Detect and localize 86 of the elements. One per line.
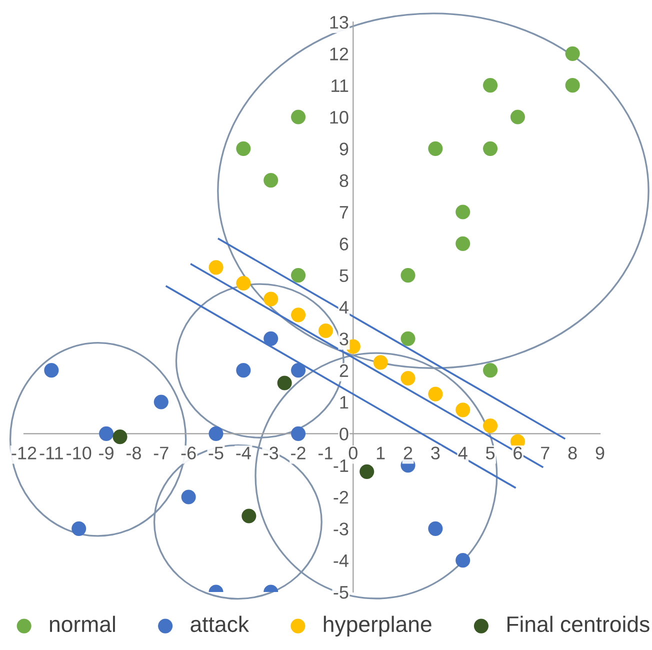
x-tick-label: 8: [568, 446, 577, 460]
point: [277, 376, 292, 390]
point: [428, 141, 443, 156]
y-tick-label: 13: [330, 16, 348, 29]
y-tick-label: -3: [334, 522, 348, 536]
point: [291, 308, 306, 322]
point: [72, 521, 86, 536]
y-tick-label: 10: [330, 110, 348, 124]
y-tick-label: 2: [340, 364, 348, 377]
point: [181, 490, 196, 504]
x-tick-label: 4: [458, 446, 468, 460]
point: [400, 268, 416, 283]
point: [565, 78, 580, 93]
point: [483, 78, 498, 93]
point: [44, 363, 59, 378]
x-tick-label: 6: [514, 446, 522, 460]
point: [318, 323, 333, 338]
point: [400, 370, 416, 386]
y-tick-label: -1: [334, 459, 348, 472]
x-tick-label: -8: [126, 446, 141, 460]
x-tick-label: 3: [431, 446, 440, 460]
point: [483, 141, 498, 156]
y-tick-label: -2: [334, 490, 348, 504]
point: [456, 402, 470, 418]
y-tick-label: 8: [340, 174, 348, 188]
point: [264, 173, 278, 188]
point: [456, 204, 470, 220]
point: [208, 426, 224, 441]
point: [565, 46, 580, 61]
y-tick-label: 7: [340, 206, 348, 219]
x-tick-label: -3: [264, 446, 278, 460]
x-tick-label: -1: [318, 446, 333, 460]
point: [112, 430, 128, 444]
point: [483, 363, 498, 378]
point: [291, 363, 306, 378]
point: [242, 508, 256, 524]
point: [456, 236, 470, 251]
x-tick-label: -9: [99, 446, 114, 460]
x-tick-label: 5: [486, 446, 495, 460]
point: [99, 426, 114, 441]
point: [264, 292, 278, 306]
y-tick-label: 5: [340, 269, 348, 282]
point: [291, 426, 306, 441]
x-tick-label: -4: [236, 446, 251, 460]
point: [236, 363, 251, 378]
x-tick-label: 1: [376, 446, 385, 460]
y-tick-label: 9: [340, 142, 348, 156]
x-tick-label: -6: [181, 446, 196, 460]
y-tick-label: 6: [340, 238, 348, 250]
point: [291, 110, 306, 124]
point: [483, 418, 498, 434]
legend-label: normal: [50, 616, 115, 632]
x-tick-label: 0: [348, 446, 358, 460]
x-tick-label: -2: [291, 446, 306, 460]
x-tick-label: -11: [40, 446, 63, 460]
point: [373, 355, 388, 370]
legend-label: attack: [190, 616, 250, 632]
point: [400, 331, 416, 346]
y-tick-label: 0: [340, 428, 348, 440]
point: [236, 276, 251, 291]
x-tick-label: 2: [404, 446, 412, 460]
x-tick-label: -7: [154, 446, 168, 460]
point: [360, 464, 374, 479]
point: [208, 260, 224, 275]
legend-label: Final centroids: [507, 616, 650, 632]
y-tick-label: 12: [330, 48, 348, 60]
x-tick-label: 9: [596, 446, 604, 460]
y-tick-label: 1: [340, 396, 348, 409]
point: [428, 386, 443, 402]
y-tick-label: -5: [334, 586, 348, 599]
point: [236, 141, 251, 156]
y-tick-label: 11: [332, 79, 348, 92]
point: [456, 553, 470, 568]
point: [510, 110, 525, 124]
y-tick-label: 3: [340, 332, 348, 346]
point: [264, 331, 278, 346]
legend-label: hyperplane: [324, 616, 432, 636]
y-tick-label: 4: [339, 301, 348, 314]
x-tick-label: -10: [66, 446, 92, 460]
x-tick-label: 7: [541, 446, 550, 460]
x-tick-label: -12: [12, 446, 36, 460]
point: [154, 394, 168, 410]
point: [428, 521, 443, 536]
y-tick-label: -4: [334, 554, 348, 567]
x-tick-label: -5: [208, 446, 224, 460]
point: [291, 268, 306, 283]
